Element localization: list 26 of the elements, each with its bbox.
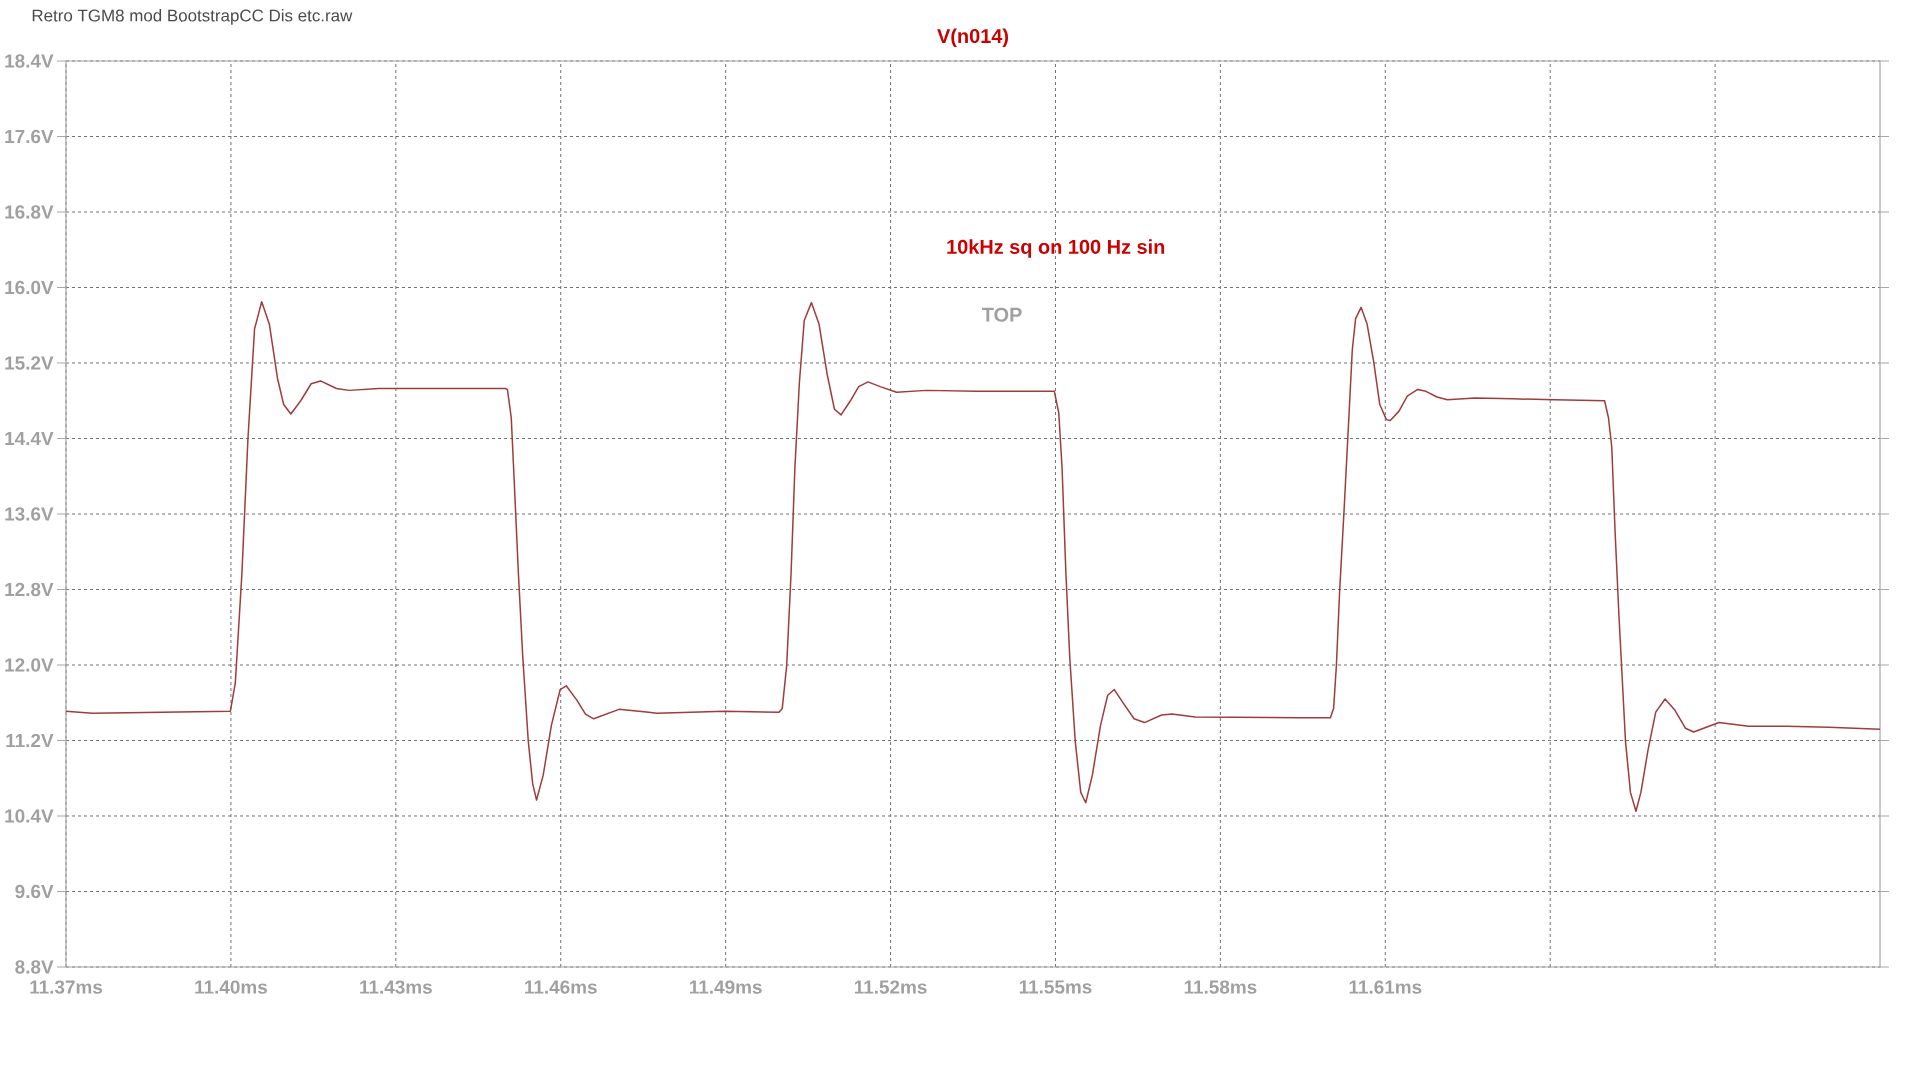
y-tick-label: 17.6V (5, 129, 54, 144)
x-tick-label: 11.61ms (1349, 980, 1422, 994)
y-tick-label: 16.8V (5, 205, 54, 219)
x-tick-label: 11.40ms (195, 980, 267, 994)
x-tick-label: 11.43ms (360, 980, 432, 994)
y-tick-label: 10.4V (5, 809, 54, 823)
annotation: 10kHz sq on 100 Hz sin (947, 239, 1165, 258)
y-tick-label: 16.0V (5, 280, 54, 295)
y-tick-label: 18.4V (5, 54, 54, 68)
y-tick-label: 15.2V (5, 356, 54, 370)
x-tick-label: 11.37ms (30, 980, 103, 994)
y-tick-label: 12.8V (5, 582, 54, 597)
x-tick-label: 11.55ms (1019, 980, 1092, 994)
y-tick-label: 9.6V (15, 884, 54, 899)
x-tick-label: 11.46ms (525, 980, 597, 994)
text: Retro TGM8 mod BootstrapCC Dis etc.raw (32, 9, 353, 25)
annotation: TOP (981, 307, 1022, 322)
x-tick-label: 11.49ms (689, 980, 762, 994)
x-tick-label: 11.58ms (1184, 980, 1257, 994)
y-tick-label: 13.6V (5, 507, 54, 521)
chart-title: V(n014) (937, 28, 1009, 47)
y-tick-label: 11.2V (6, 733, 54, 748)
y-tick-label: 14.4V (5, 431, 54, 446)
x-tick-label: 11.52ms (854, 980, 927, 994)
y-tick-label: 8.8V (15, 960, 54, 974)
y-tick-label: 12.0V (5, 658, 54, 672)
